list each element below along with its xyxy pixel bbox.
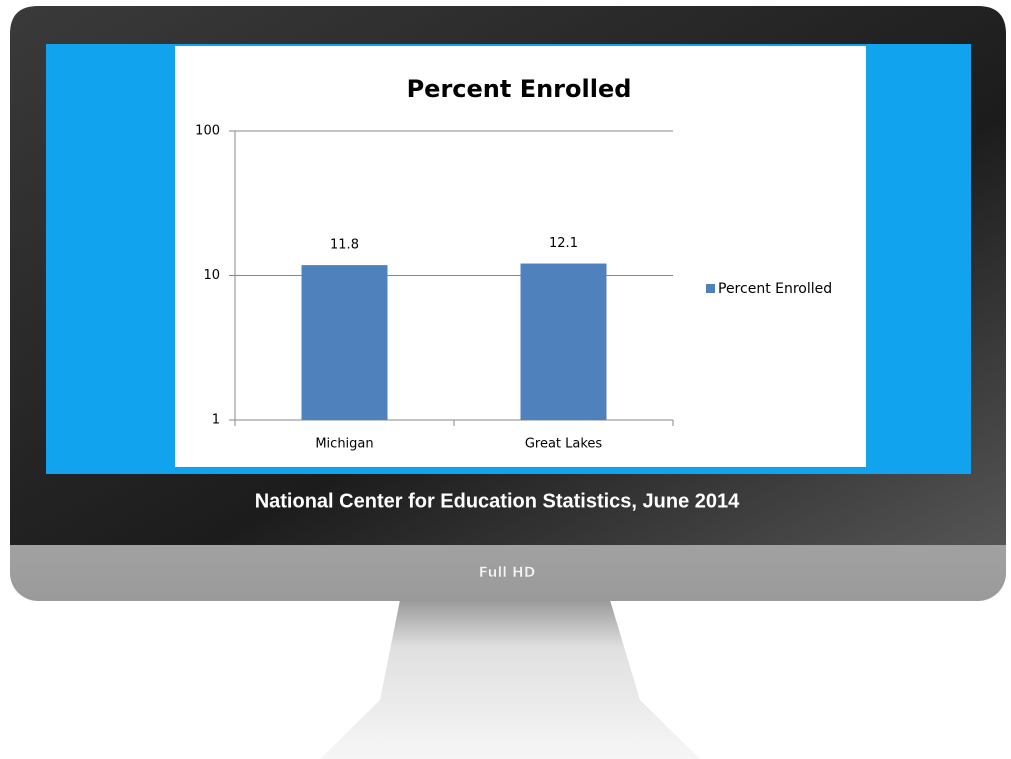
x-tick-label: Michigan	[315, 437, 373, 452]
legend-label: Percent Enrolled	[718, 281, 832, 297]
monitor: National Center for Education Statistics…	[0, 0, 1011, 759]
bar	[302, 265, 388, 420]
data-label: 12.1	[549, 236, 578, 251]
stand	[320, 600, 700, 759]
x-tick-label: Great Lakes	[525, 437, 603, 452]
data-label: 11.8	[330, 238, 359, 253]
chart-title: Percent Enrolled	[407, 75, 632, 103]
y-tick-label: 10	[203, 268, 220, 283]
y-tick-label: 100	[195, 124, 220, 139]
legend-swatch	[706, 284, 715, 293]
brand-logo: Full HD	[479, 565, 536, 581]
y-tick-label: 1	[212, 413, 220, 428]
caption: National Center for Education Statistics…	[255, 490, 740, 512]
bar	[521, 264, 607, 420]
